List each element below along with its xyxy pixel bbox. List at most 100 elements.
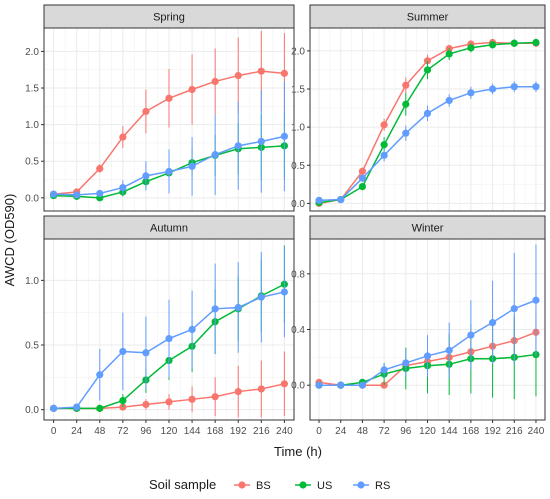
data-point (467, 44, 475, 52)
panel-title: Winter (412, 223, 444, 235)
x-axis-title: Time (h) (274, 444, 322, 459)
data-point (358, 167, 367, 175)
x-tick-label: 192 (230, 426, 247, 437)
legend-item-us: US (295, 480, 332, 492)
x-tick-label: 72 (117, 426, 129, 437)
y-tick-label: 2.0 (25, 47, 39, 58)
y-tick-label: 2.0 (291, 46, 305, 57)
data-point (423, 352, 432, 360)
data-point (119, 183, 127, 192)
y-tick-label: 0.0 (291, 381, 305, 392)
data-point (188, 162, 196, 170)
data-point (488, 41, 497, 49)
legend-label: RS (375, 480, 390, 492)
data-point (402, 359, 410, 367)
x-tick-label: 168 (207, 426, 224, 437)
x-tick-label: 168 (463, 426, 480, 437)
data-point (337, 381, 345, 389)
data-point (257, 67, 265, 75)
data-point (211, 151, 219, 159)
data-point (188, 395, 196, 403)
data-point (234, 71, 242, 80)
data-point (96, 404, 104, 412)
x-tick-label: 120 (161, 426, 178, 437)
data-point (358, 174, 367, 182)
data-point (119, 347, 127, 356)
legend-label: BS (256, 480, 271, 492)
data-point (402, 81, 410, 89)
panel-border (309, 27, 546, 212)
data-point (211, 305, 219, 313)
x-tick-label: 48 (94, 426, 106, 437)
data-point (280, 380, 288, 388)
y-tick-label: 1.5 (291, 85, 305, 96)
panel-title: Spring (153, 12, 185, 24)
data-point (119, 133, 127, 141)
x-tick-label: 240 (528, 426, 545, 437)
data-point (280, 288, 288, 296)
data-point (423, 109, 432, 117)
y-tick-label: 0.5 (25, 157, 39, 168)
series-layer (50, 245, 288, 418)
x-tick-label: 144 (184, 426, 201, 437)
series-rs (315, 81, 540, 204)
data-point (50, 404, 58, 412)
x-tick-label: 96 (140, 426, 152, 437)
x-tick-label: 24 (71, 426, 83, 437)
data-point (257, 293, 265, 301)
x-tick-label: 120 (419, 426, 436, 437)
data-point (142, 172, 150, 180)
data-point (165, 94, 173, 102)
data-point (73, 191, 81, 199)
data-point (380, 141, 388, 149)
x-tick-label: 192 (484, 426, 501, 437)
x-tick-label: 96 (400, 426, 412, 437)
data-point (142, 107, 150, 116)
legend-items: BS US RS (234, 480, 390, 492)
data-point (142, 349, 150, 357)
data-point (402, 100, 410, 108)
data-point (211, 393, 219, 401)
data-point (510, 305, 518, 313)
data-point (402, 129, 410, 137)
y-tick-label: 0.5 (291, 161, 305, 172)
y-tick-label: 0.5 (25, 341, 39, 352)
legend-key-point (299, 481, 307, 489)
legend-key-point (357, 481, 365, 489)
x-tick-label: 72 (379, 426, 391, 437)
legend-title: Soil sample (149, 477, 216, 492)
y-axis-title: AWCD (OD590) (2, 194, 17, 287)
y-tick-label: 1.0 (25, 120, 39, 131)
panel-title: Autumn (150, 223, 188, 235)
data-point (488, 85, 497, 93)
legend: Soil sample BS US RS (149, 477, 390, 492)
panel-summer: Summer 0.0 0.5 1.0 1.5 2.0 (291, 4, 546, 212)
x-tick-label: 216 (253, 426, 270, 437)
x-tick-label: 48 (357, 426, 369, 437)
series-rs (50, 81, 288, 199)
y-tick-label: 0.0 (25, 405, 39, 416)
data-point (315, 381, 323, 389)
data-point (532, 83, 540, 91)
legend-item-rs: RS (353, 480, 390, 492)
data-point (165, 334, 173, 343)
x-tick-label: 240 (276, 426, 293, 437)
data-point (142, 400, 150, 409)
data-point (337, 195, 345, 204)
x-tick-label: 144 (441, 426, 458, 437)
data-point (445, 96, 453, 105)
data-point (257, 385, 265, 393)
data-point (119, 397, 127, 405)
series-layer (315, 244, 540, 400)
series-rs (315, 244, 540, 389)
x-tick-label: 0 (316, 426, 322, 437)
series-bs (50, 30, 288, 198)
data-point (358, 381, 367, 389)
panel-winter: Winter 0.0 0.4 0.8 0 24 48 72 96 120 144 168 192 216 2… (291, 215, 546, 437)
panel-autumn: Autumn 0.0 0.5 1.0 0 24 48 72 96 120 144 168 192 216 2… (25, 215, 295, 437)
legend-label: US (317, 480, 332, 492)
data-point (445, 346, 453, 354)
data-point (234, 303, 242, 312)
data-point (211, 77, 219, 86)
